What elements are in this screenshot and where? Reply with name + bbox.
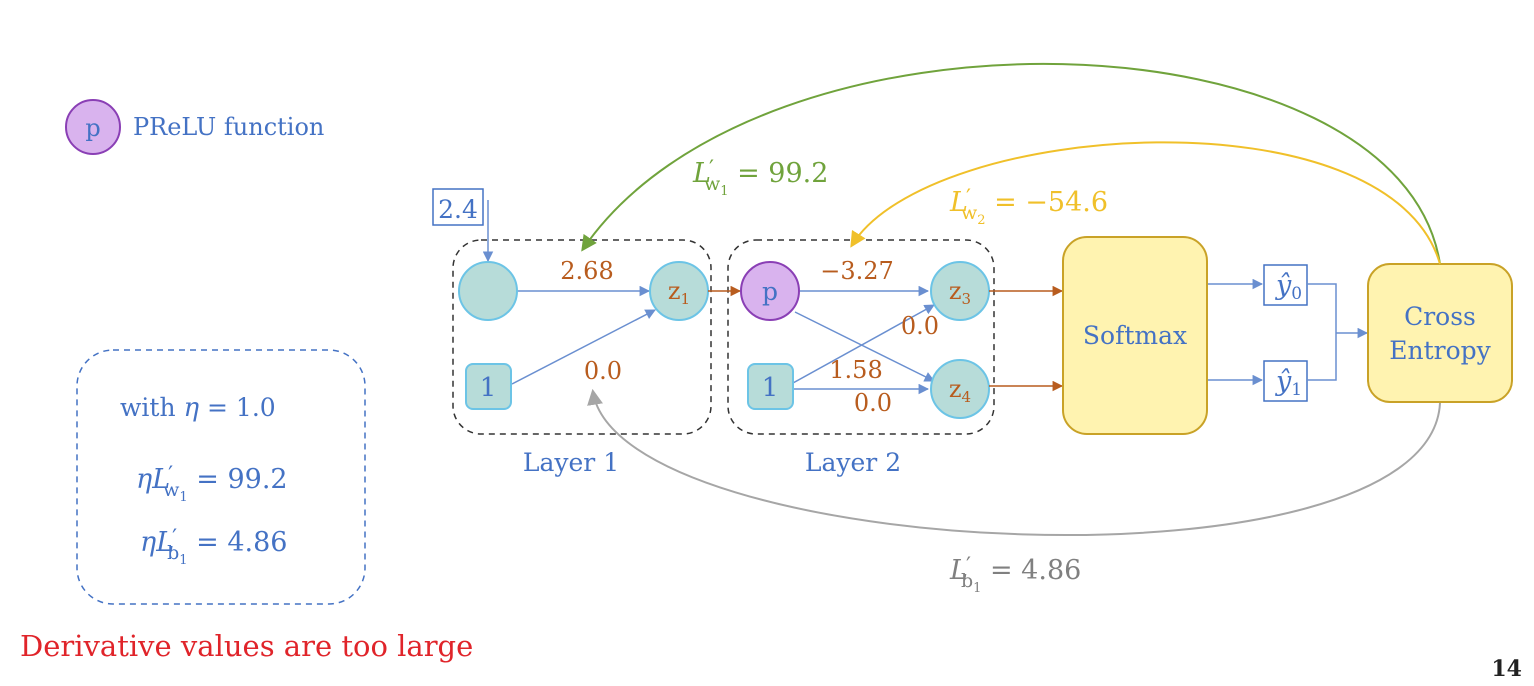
gradient-label-w1: L′ w1 = 99.2 xyxy=(692,157,828,199)
legend-prelu-symbol: p xyxy=(85,114,100,142)
gradient-arc-b1 xyxy=(587,388,1441,537)
z1-label: z1 xyxy=(668,277,690,308)
gradient-arc-w2 xyxy=(850,141,1441,265)
eta-dw1-line: ηL′ w1 = 99.2 xyxy=(136,463,288,505)
weight-w1: 2.68 xyxy=(560,257,613,285)
learning-rate-box: with η = 1.0 ηL′ w1 = 99.2 ηL′ b1 = 4.86 xyxy=(76,349,366,605)
legend-label: PReLU function xyxy=(133,113,324,141)
legend-prelu-icon xyxy=(65,99,121,155)
learning-rate-line: with η = 1.0 xyxy=(120,393,276,423)
z3-label: z3 xyxy=(949,277,971,308)
y0-box xyxy=(1263,264,1308,306)
y1-box xyxy=(1263,360,1308,402)
prelu-label: p xyxy=(762,277,778,306)
y1-label: ŷ1 xyxy=(1275,366,1302,400)
bias-b-z4: 0.0 xyxy=(854,389,892,417)
bias-b1: 0.0 xyxy=(584,357,622,385)
layer1-label: Layer 1 xyxy=(523,448,619,477)
prelu-node xyxy=(740,261,800,321)
bias2-node xyxy=(747,363,794,410)
edge-bias2-z3 xyxy=(792,304,935,384)
softmax-label: Softmax xyxy=(1083,321,1187,350)
weight-p-z4: 0.0 xyxy=(901,312,939,340)
legend: p PReLU function xyxy=(65,99,324,155)
input-node xyxy=(458,261,518,321)
eta-db1-line: ηL′ b1 = 4.86 xyxy=(140,526,287,568)
cross-entropy-label-1: Cross xyxy=(1404,302,1476,331)
z4-label: z4 xyxy=(949,375,971,406)
gradient-label-b1: L′ b1 = 4.86 xyxy=(949,554,1081,596)
page-number: 14 xyxy=(1491,656,1522,682)
cross-entropy-label-2: Entropy xyxy=(1389,336,1491,365)
weight-b2-z3: 1.58 xyxy=(829,356,882,384)
y0-label: ŷ0 xyxy=(1275,270,1302,304)
softmax-box xyxy=(1062,236,1208,435)
cross-entropy-box xyxy=(1367,263,1513,403)
weight-w2: −3.27 xyxy=(820,257,894,285)
bias1-label: 1 xyxy=(480,373,497,403)
edge-prelu-z4 xyxy=(794,311,935,382)
bias2-label: 1 xyxy=(762,373,779,403)
bias1-node xyxy=(465,363,512,410)
edge-bias1-z1 xyxy=(511,309,656,385)
edge-y0-ce xyxy=(1307,283,1337,333)
gradient-label-w2: L′ w2 = −54.6 xyxy=(949,186,1108,228)
warning-text: Derivative values are too large xyxy=(20,629,473,663)
input-value: 2.4 xyxy=(438,195,478,224)
input-value-box xyxy=(432,188,484,226)
layer2-label: Layer 2 xyxy=(805,448,901,477)
z4-node xyxy=(930,359,990,419)
gradient-arc-w1 xyxy=(581,62,1441,265)
edge-y1-ce xyxy=(1307,333,1337,381)
